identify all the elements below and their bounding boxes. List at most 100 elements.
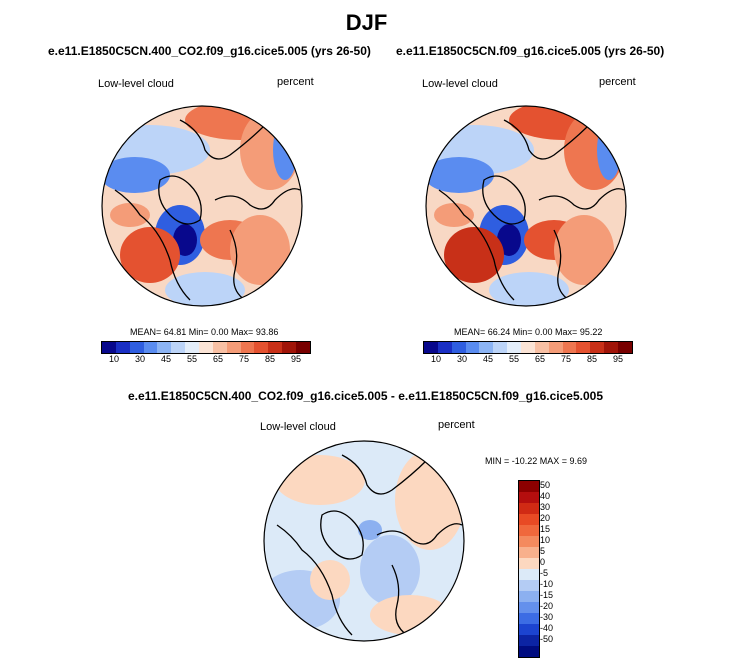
colorbar-swatch xyxy=(519,547,539,558)
colorbar-swatch xyxy=(493,342,508,353)
colorbar-swatch xyxy=(451,342,466,353)
colorbar-tick-label: 50 xyxy=(540,480,551,490)
colorbar-tick-label: 10 xyxy=(109,354,120,364)
panel2-stats: MEAN= 66.24 Min= 0.00 Max= 95.22 xyxy=(454,327,603,337)
colorbar-tick-label: 15 xyxy=(540,524,551,534)
diff-map xyxy=(264,441,464,641)
colorbar-tick-label: -50 xyxy=(540,634,554,644)
colorbar-swatch xyxy=(212,342,227,353)
colorbar-tick-label: -40 xyxy=(540,623,554,633)
colorbar-tick-label: 95 xyxy=(291,354,302,364)
colorbar-tick-label: 20 xyxy=(540,513,551,523)
colorbar-tick-label: 45 xyxy=(161,354,172,364)
colorbar-swatch xyxy=(157,342,172,353)
colorbar-swatch xyxy=(424,342,438,353)
colorbar-swatch xyxy=(519,481,539,492)
diff-stats: MIN = -10.22 MAX = 9.69 xyxy=(485,456,588,466)
colorbar-tick-label: -20 xyxy=(540,601,554,611)
colorbar-swatch xyxy=(507,342,522,353)
colorbar-tick-label: 30 xyxy=(135,354,146,364)
colorbar-tick-label: 0 xyxy=(540,557,546,567)
colorbar-swatch xyxy=(519,646,539,657)
colorbar-tick-label: -15 xyxy=(540,590,554,600)
panel2-colorbar-ticks: 10 30 45 55 65 75 85 95 xyxy=(423,354,633,366)
colorbar-swatch xyxy=(519,536,539,547)
colorbar-swatch xyxy=(519,492,539,503)
colorbar-tick-label: 55 xyxy=(187,354,198,364)
panel1-map xyxy=(102,106,302,306)
colorbar-swatch xyxy=(576,342,591,353)
colorbar-swatch xyxy=(268,342,283,353)
colorbar-swatch xyxy=(102,342,116,353)
colorbar-swatch xyxy=(521,342,535,353)
colorbar-swatch xyxy=(226,342,241,353)
colorbar-swatch xyxy=(199,342,213,353)
colorbar-swatch xyxy=(115,342,130,353)
colorbar-tick-label: 45 xyxy=(483,354,494,364)
diff-variable-label: Low-level cloud xyxy=(260,421,336,433)
colorbar-swatch xyxy=(519,525,539,536)
colorbar-swatch xyxy=(519,613,539,624)
colorbar-swatch xyxy=(143,342,158,353)
colorbar-swatch xyxy=(185,342,200,353)
colorbar-swatch xyxy=(465,342,480,353)
colorbar-swatch xyxy=(519,602,539,613)
main-title: DJF xyxy=(345,10,388,35)
panel2-colorbar xyxy=(423,341,633,354)
colorbar-tick-label: 65 xyxy=(213,354,224,364)
colorbar-tick-label: 55 xyxy=(509,354,520,364)
colorbar-swatch xyxy=(282,342,297,353)
colorbar-tick-label: 10 xyxy=(431,354,442,364)
colorbar-swatch xyxy=(534,342,549,353)
panel2-title: e.e11.E1850C5CN.f09_g16.cice5.005 (yrs 2… xyxy=(396,44,665,58)
colorbar-swatch xyxy=(618,342,632,353)
panel1-colorbar-ticks: 10 30 45 55 65 75 85 95 xyxy=(101,354,311,366)
panel1-variable-label: Low-level cloud xyxy=(98,78,174,90)
panel1-units-label: percent xyxy=(277,76,314,88)
diff-units-label: percent xyxy=(438,419,475,431)
colorbar-tick-label: 85 xyxy=(587,354,598,364)
colorbar-swatch xyxy=(519,580,539,591)
colorbar-swatch xyxy=(519,514,539,525)
colorbar-tick-label: 75 xyxy=(239,354,250,364)
panel1-colorbar xyxy=(101,341,311,354)
panel2-map xyxy=(426,106,626,306)
colorbar-swatch xyxy=(548,342,563,353)
colorbar-tick-label: 30 xyxy=(457,354,468,364)
colorbar-tick-label: 30 xyxy=(540,502,551,512)
colorbar-swatch xyxy=(129,342,144,353)
colorbar-tick-label: -10 xyxy=(540,579,554,589)
colorbar-tick-label: -30 xyxy=(540,612,554,622)
colorbar-tick-label: 5 xyxy=(540,546,546,556)
colorbar-swatch xyxy=(296,342,310,353)
colorbar-swatch xyxy=(479,342,494,353)
colorbar-swatch xyxy=(171,342,186,353)
colorbar-tick-label: 75 xyxy=(561,354,572,364)
colorbar-tick-label: 65 xyxy=(535,354,546,364)
panel2-variable-label: Low-level cloud xyxy=(422,78,498,90)
colorbar-swatch xyxy=(519,503,539,514)
diff-title: e.e11.E1850C5CN.400_CO2.f09_g16.cice5.00… xyxy=(128,389,604,403)
colorbar-swatch xyxy=(240,342,255,353)
colorbar-swatch xyxy=(519,591,539,602)
diff-colorbar xyxy=(518,480,540,658)
colorbar-swatch xyxy=(519,624,539,635)
colorbar-swatch xyxy=(604,342,619,353)
colorbar-swatch xyxy=(519,635,539,646)
colorbar-tick-label: 10 xyxy=(540,535,551,545)
panel2-units-label: percent xyxy=(599,76,636,88)
panel1-title: e.e11.E1850C5CN.400_CO2.f09_g16.cice5.00… xyxy=(48,44,371,58)
colorbar-swatch xyxy=(590,342,605,353)
panel1-stats: MEAN= 64.81 Min= 0.00 Max= 93.86 xyxy=(130,327,279,337)
colorbar-swatch xyxy=(519,569,539,580)
colorbar-swatch xyxy=(519,558,539,569)
colorbar-swatch xyxy=(562,342,577,353)
diff-colorbar-ticks: 50 40 30 20 15 10 5 0 -5 -10 -15 -20 -30 -40 -50 xyxy=(540,480,580,656)
colorbar-swatch xyxy=(437,342,452,353)
colorbar-tick-label: 85 xyxy=(265,354,276,364)
colorbar-tick-label: 40 xyxy=(540,491,551,501)
colorbar-swatch xyxy=(254,342,269,353)
colorbar-tick-label: 95 xyxy=(613,354,624,364)
colorbar-tick-label: -5 xyxy=(540,568,549,578)
